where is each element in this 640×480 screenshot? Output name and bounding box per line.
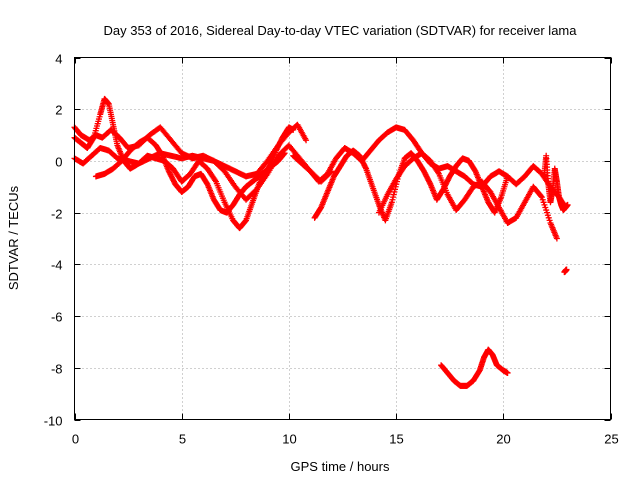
x-tick-label: 10 (282, 432, 296, 447)
series-track-d (92, 134, 288, 216)
data-point (553, 235, 560, 242)
y-tick-labels: -10 -8 -6 -4 -2 0 2 4 (44, 52, 63, 429)
data-point (538, 193, 545, 200)
data-point (504, 369, 511, 376)
y-tick-label: -8 (51, 362, 63, 377)
x-tick-label: 0 (72, 432, 79, 447)
x-tick-labels: 0 5 10 15 20 25 (72, 432, 619, 447)
chart-title: Day 353 of 2016, Sidereal Day-to-day VTE… (103, 23, 577, 38)
plot-frame (74, 57, 611, 420)
y-tick-label: -6 (51, 310, 63, 325)
y-tick-label: 4 (55, 52, 62, 67)
y-tick-label: -4 (51, 258, 63, 273)
data-point (564, 201, 571, 208)
data-point (435, 169, 442, 176)
x-tick-label: 20 (496, 432, 510, 447)
series-track-j (561, 266, 570, 276)
series-track-h (438, 346, 511, 389)
y-tick-label: -10 (44, 414, 63, 429)
data-point (303, 137, 310, 144)
series-track-g (375, 150, 560, 242)
series-track-f (311, 147, 511, 224)
series-track-i (541, 152, 571, 214)
x-tick-label: 5 (179, 432, 186, 447)
x-tick-label: 25 (604, 432, 618, 447)
y-axis-label: SDTVAR / TECUs (6, 185, 21, 290)
data-point (281, 150, 288, 157)
data-point (212, 177, 219, 184)
x-tick-label: 15 (389, 432, 403, 447)
data-point (504, 173, 511, 180)
y-tick-label: -2 (51, 207, 63, 222)
x-axis-label: GPS time / hours (291, 459, 390, 474)
data-point (563, 266, 570, 273)
data-points (71, 95, 571, 389)
tick-marks (74, 57, 612, 421)
y-tick-label: 2 (55, 103, 62, 118)
y-tick-label: 0 (55, 155, 62, 170)
